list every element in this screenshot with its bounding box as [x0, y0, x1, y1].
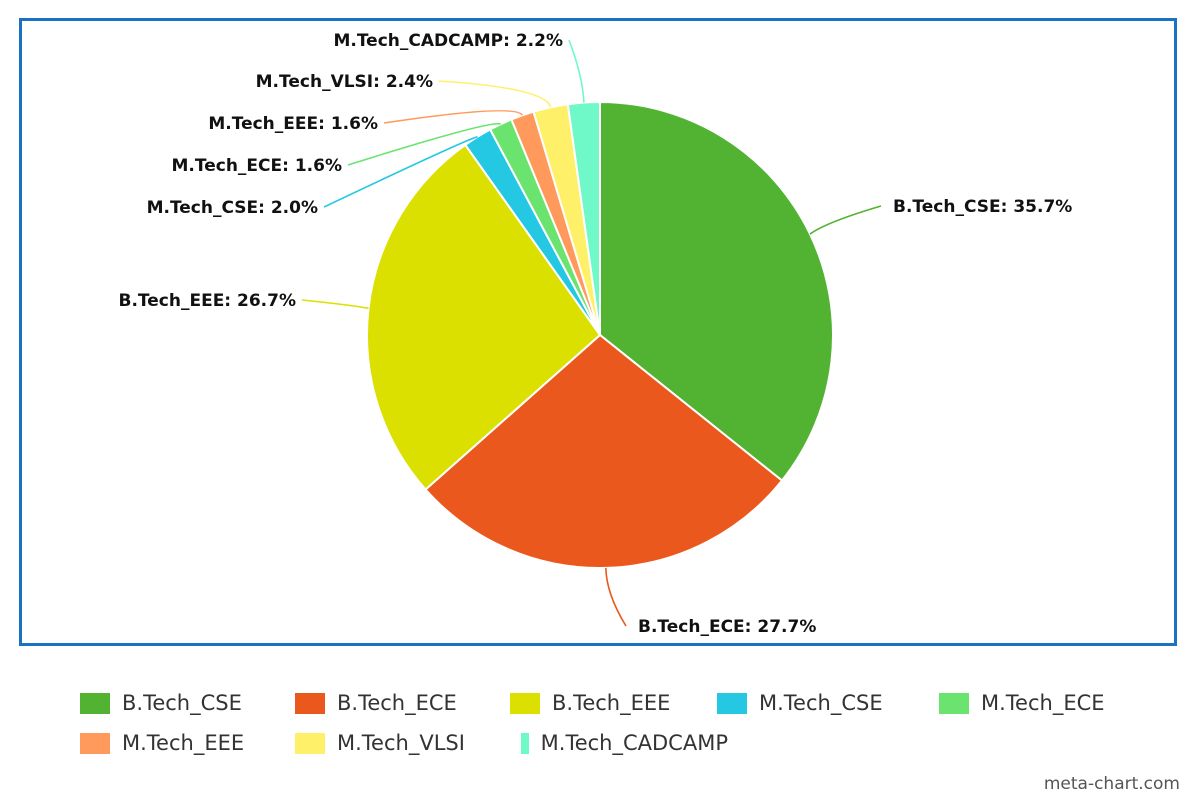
leader-line — [568, 39, 585, 103]
legend-swatch — [295, 692, 325, 714]
legend-label: B.Tech_EEE — [552, 691, 671, 715]
legend-swatch — [510, 692, 540, 714]
legend-swatch — [717, 692, 747, 714]
legend-row: M.Tech_EEE M.Tech_VLSI M.Tech_CADCAMP — [80, 723, 1160, 763]
leader-line — [809, 205, 882, 235]
slice-label: M.Tech_ECE: 1.6% — [172, 156, 343, 176]
legend-item-b-tech-ece[interactable]: B.Tech_ECE — [295, 691, 510, 715]
legend-label: M.Tech_EEE — [122, 731, 245, 755]
leader-line — [323, 136, 478, 208]
legend-swatch — [295, 732, 325, 754]
slice-label: M.Tech_CADCAMP: 2.2% — [333, 31, 563, 51]
slice-label: M.Tech_VLSI: 2.4% — [256, 72, 433, 92]
legend-item-b-tech-cse[interactable]: B.Tech_CSE — [80, 691, 295, 715]
legend-item-m-tech-cadcamp[interactable]: M.Tech_CADCAMP — [521, 731, 728, 755]
legend-item-m-tech-cse[interactable]: M.Tech_CSE — [717, 691, 939, 715]
legend-label: M.Tech_CADCAMP — [540, 731, 728, 755]
slice-label: B.Tech_EEE: 26.7% — [119, 291, 297, 311]
pie-slice-m-tech-cadcamp[interactable] — [566, 100, 601, 336]
legend-label: B.Tech_ECE — [337, 691, 457, 715]
leader-line — [301, 299, 369, 310]
legend-swatch — [521, 732, 529, 754]
slice-label: M.Tech_CSE: 2.0% — [147, 198, 318, 218]
chart-legend: B.Tech_CSE B.Tech_ECE B.Tech_EEE M.Tech_CSE… — [80, 683, 1160, 763]
pie-slice-b-tech-eee[interactable] — [366, 143, 602, 491]
legend-label: M.Tech_CSE — [759, 691, 883, 715]
watermark: meta-chart.com — [1043, 774, 1180, 794]
leader-line — [438, 80, 552, 108]
label-leader-lines — [301, 39, 882, 627]
pie-slice-b-tech-cse[interactable] — [599, 100, 834, 482]
legend-label: B.Tech_CSE — [122, 691, 242, 715]
legend-row: B.Tech_CSE B.Tech_ECE B.Tech_EEE M.Tech_CSE… — [80, 683, 1160, 723]
chart-frame — [19, 18, 1177, 646]
slice-label: M.Tech_EEE: 1.6% — [208, 114, 378, 134]
legend-swatch — [939, 692, 969, 714]
slice-label: B.Tech_CSE: 35.7% — [893, 197, 1072, 217]
pie-chart: B.Tech_CSE: 35.7% B.Tech_ECE: 27.7% B.Tech… — [119, 31, 1073, 637]
pie-slice-b-tech-ece[interactable] — [424, 333, 784, 569]
legend-item-m-tech-vlsi[interactable]: M.Tech_VLSI — [295, 731, 521, 755]
leader-line — [383, 109, 524, 124]
legend-label: M.Tech_ECE — [981, 691, 1105, 715]
slice-label: B.Tech_ECE: 27.7% — [638, 617, 816, 637]
legend-item-m-tech-eee[interactable]: M.Tech_EEE — [80, 731, 295, 755]
legend-swatch — [80, 692, 110, 714]
leader-line — [347, 122, 502, 166]
slice-labels: B.Tech_CSE: 35.7% B.Tech_ECE: 27.7% B.Tech… — [119, 31, 1073, 637]
legend-label: M.Tech_VLSI — [337, 731, 465, 755]
legend-swatch — [80, 732, 110, 754]
legend-item-b-tech-eee[interactable]: B.Tech_EEE — [510, 691, 717, 715]
leader-line — [605, 567, 627, 627]
pie-slices — [366, 100, 834, 569]
legend-item-m-tech-ece[interactable]: M.Tech_ECE — [939, 691, 1149, 715]
